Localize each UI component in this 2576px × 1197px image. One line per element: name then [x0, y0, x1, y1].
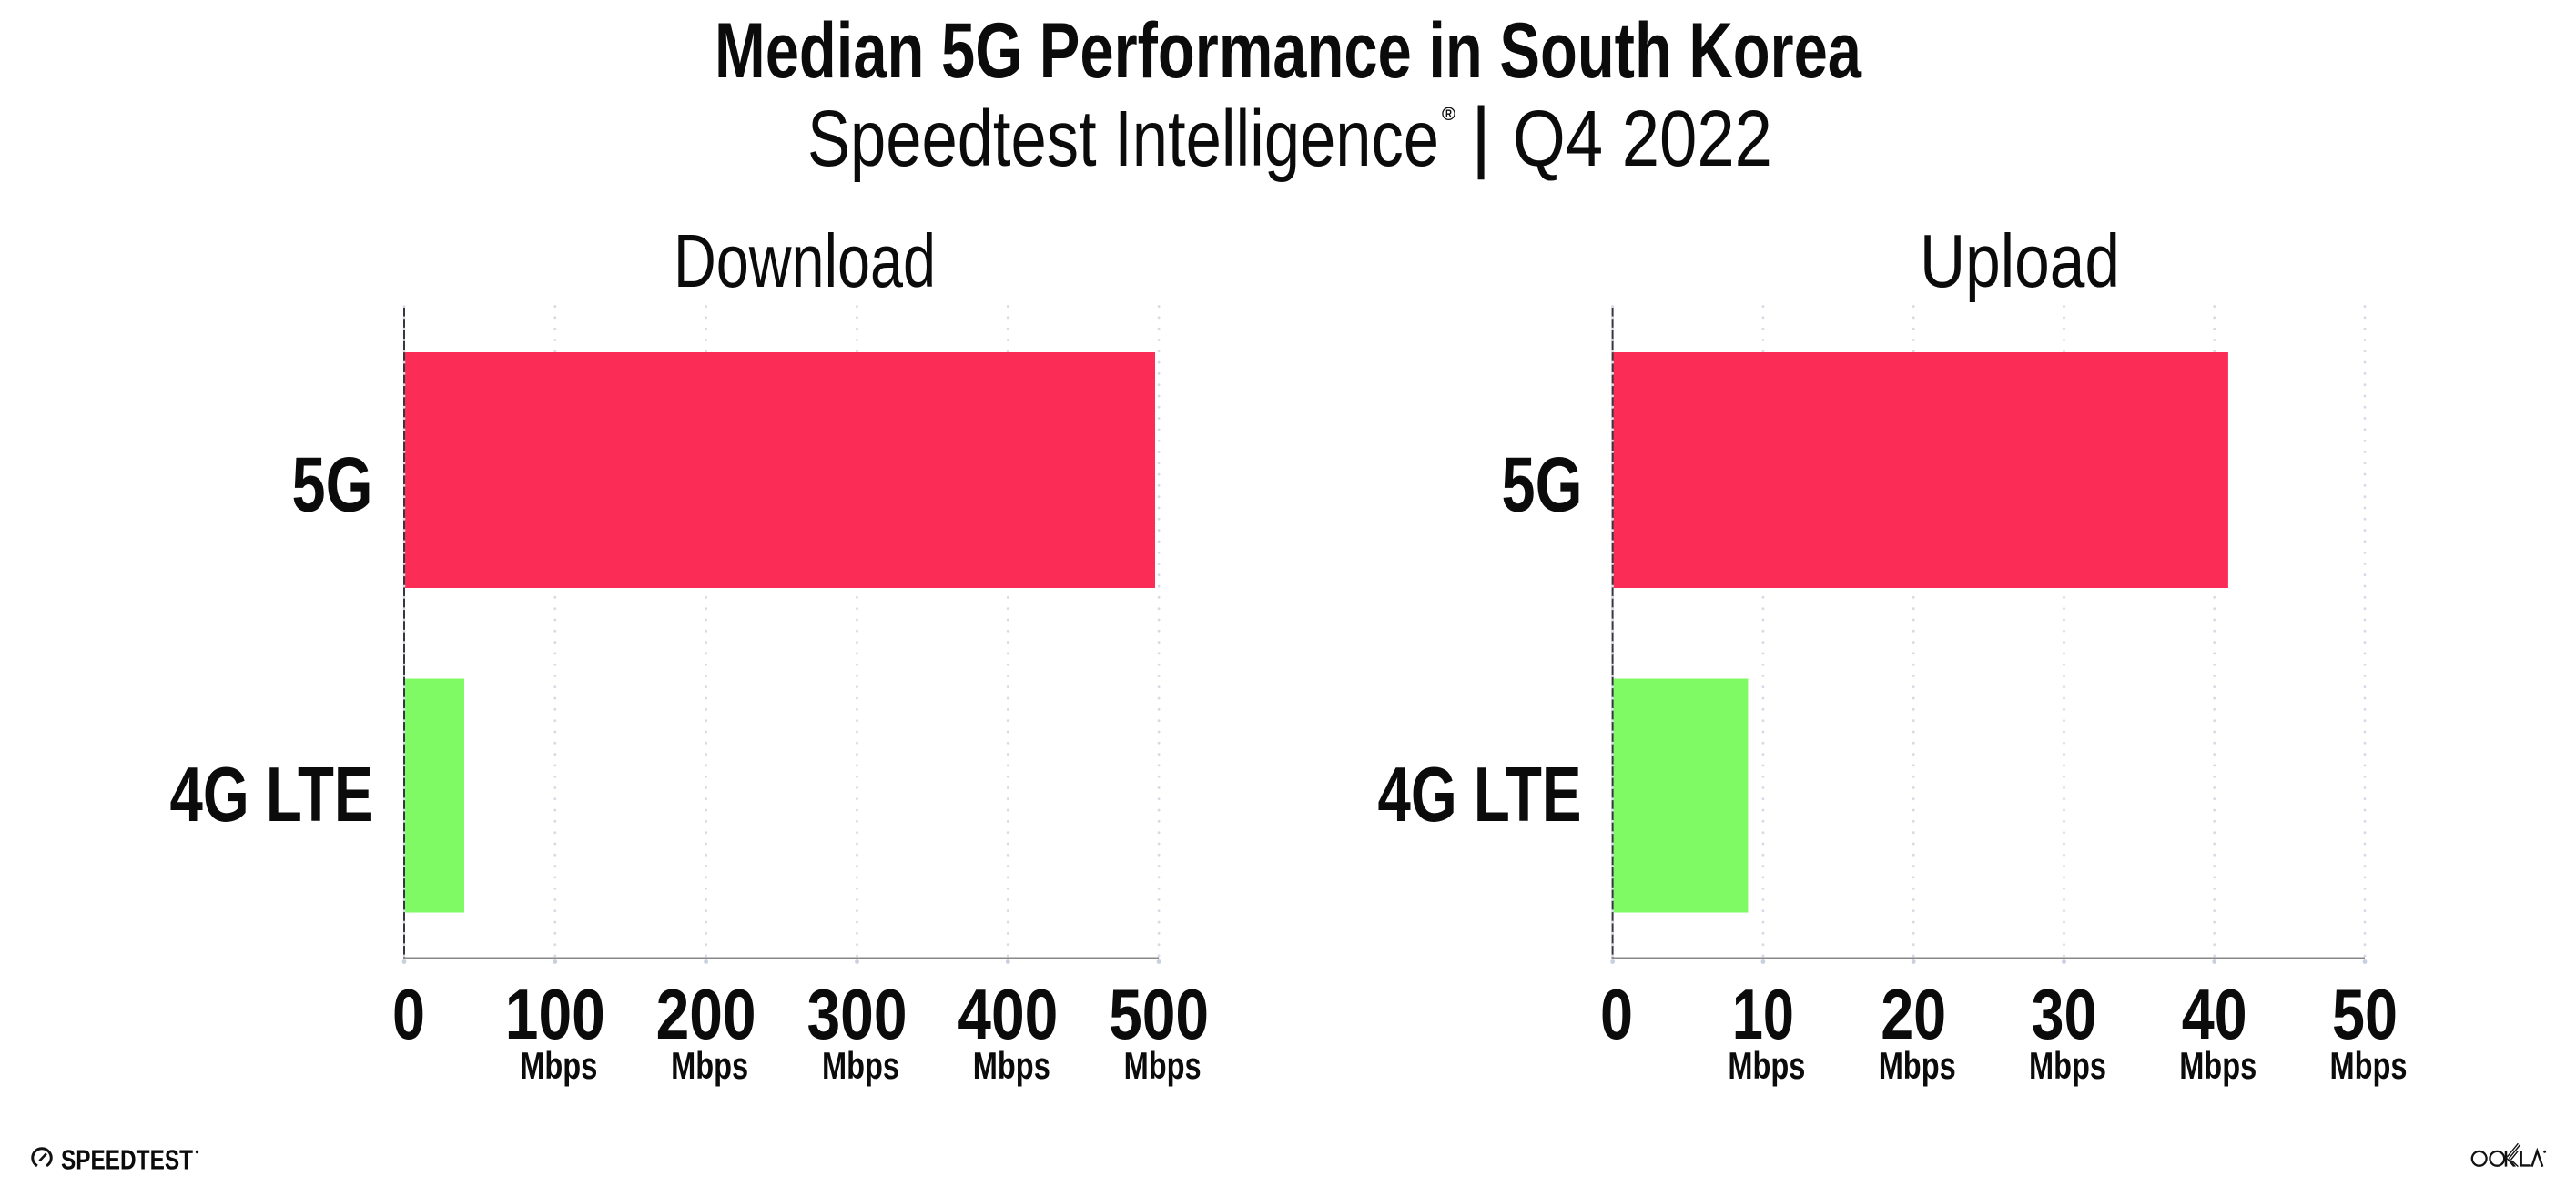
svg-text:|: |: [1471, 92, 1492, 180]
svg-text:40: 40: [2182, 974, 2247, 1054]
svg-text:Download: Download: [674, 218, 936, 303]
svg-text:Median 5G Performance in South: Median 5G Performance in South Korea: [715, 7, 1862, 95]
svg-text:Mbps: Mbps: [2179, 1044, 2257, 1087]
svg-text:Mbps: Mbps: [2029, 1044, 2106, 1087]
svg-text:100: 100: [505, 974, 605, 1054]
svg-text:R: R: [1445, 107, 1452, 120]
svg-text:10: 10: [1732, 974, 1794, 1054]
svg-text:20: 20: [1881, 974, 1946, 1054]
svg-text:Mbps: Mbps: [973, 1044, 1050, 1087]
svg-text:SPEEDTEST: SPEEDTEST: [61, 1144, 193, 1176]
svg-text:5G: 5G: [1502, 442, 1583, 529]
svg-text:Mbps: Mbps: [671, 1044, 748, 1087]
svg-text:400: 400: [958, 974, 1058, 1054]
svg-text:0: 0: [392, 974, 425, 1054]
svg-text:300: 300: [807, 974, 908, 1054]
svg-text:4G LTE: 4G LTE: [170, 752, 374, 838]
svg-text:Upload: Upload: [1920, 218, 2120, 303]
svg-text:4G LTE: 4G LTE: [1378, 752, 1582, 838]
svg-text:Mbps: Mbps: [1879, 1044, 1956, 1087]
svg-text:30: 30: [2032, 974, 2097, 1054]
svg-text:500: 500: [1109, 974, 1209, 1054]
svg-text:Speedtest Intelligence: Speedtest Intelligence: [807, 95, 1439, 183]
svg-text:Mbps: Mbps: [2330, 1044, 2408, 1087]
svg-text:50: 50: [2332, 974, 2398, 1054]
svg-text:Q4 2022: Q4 2022: [1513, 95, 1772, 183]
svg-text:200: 200: [656, 974, 756, 1054]
svg-text:Mbps: Mbps: [822, 1044, 899, 1087]
svg-text:Mbps: Mbps: [1728, 1044, 1805, 1087]
svg-text:Mbps: Mbps: [520, 1044, 597, 1087]
svg-text:0: 0: [1600, 974, 1633, 1054]
svg-text:Mbps: Mbps: [1124, 1044, 1202, 1087]
svg-text:5G: 5G: [292, 442, 373, 529]
